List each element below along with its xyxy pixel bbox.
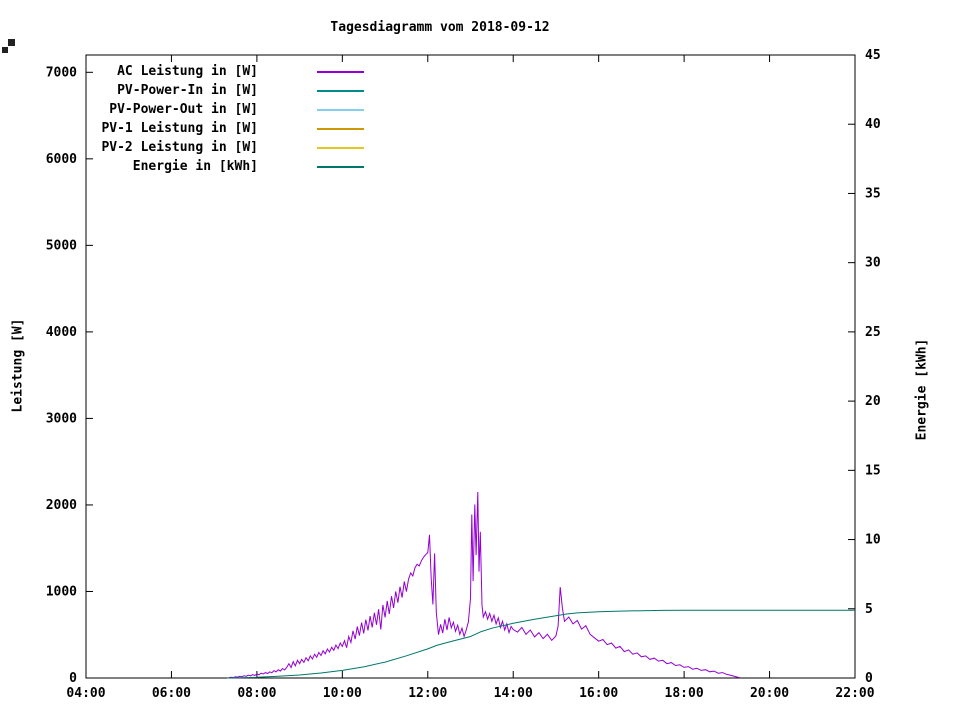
y-right-tick-label: 5 [865,602,873,617]
y-left-tick-label: 0 [69,671,77,686]
legend-item-label: AC Leistung in [W] [117,64,258,79]
legend-item-label: PV-2 Leistung in [W] [101,140,258,155]
y-right-tick-label: 40 [865,117,881,132]
x-tick-label: 06:00 [152,686,191,701]
legend-line-sample [317,165,364,168]
legend-line-sample [317,127,364,130]
legend-item: PV-Power-Out in [W] [90,100,364,119]
y-left-tick-label: 6000 [46,152,77,167]
y-left-tick-label: 1000 [46,584,77,599]
y-right-tick-label: 45 [865,48,881,63]
corner-artifact-2 [2,47,8,53]
series-line-0 [228,491,740,679]
x-tick-label: 10:00 [323,686,362,701]
chart-title: Tagesdiagramm vom 2018-09-12 [330,20,550,35]
y-right-tick-label: 25 [865,325,881,340]
legend-line-sample [317,89,364,92]
legend-item-label: PV-1 Leistung in [W] [101,121,258,136]
legend-item: PV-Power-In in [W] [90,81,364,100]
x-tick-label: 14:00 [494,686,533,701]
y-left-tick-label: 5000 [46,238,77,253]
y-right-tick-label: 30 [865,256,881,271]
legend-item: Energie in [kWh] [90,157,364,176]
legend-line-sample [317,108,364,111]
plot-border [85,54,856,679]
legend-item-label: PV-Power-Out in [W] [109,102,258,117]
y-left-tick-label: 7000 [46,65,77,80]
y-right-tick-label: 10 [865,533,881,548]
x-tick-label: 20:00 [750,686,789,701]
y-right-tick-label: 0 [865,671,873,686]
x-tick-label: 12:00 [408,686,447,701]
corner-artifact-1 [8,39,15,46]
x-tick-label: 18:00 [665,686,704,701]
y-left-tick-label: 4000 [46,325,77,340]
legend-item-label: Energie in [kWh] [132,159,258,174]
series-line-5 [226,609,855,679]
legend-item: PV-2 Leistung in [W] [90,138,364,157]
x-tick-label: 22:00 [835,686,874,701]
x-tick-label: 04:00 [66,686,105,701]
y-right-tick-label: 35 [865,186,881,201]
x-tick-label: 08:00 [237,686,276,701]
y-left-tick-label: 3000 [46,411,77,426]
y-left-tick-label: 2000 [46,498,77,513]
y-right-tick-label: 20 [865,394,881,409]
legend-item-label: PV-Power-In in [W] [117,83,258,98]
legend-line-sample [317,70,364,73]
legend-item: PV-1 Leistung in [W] [90,119,364,138]
legend-line-sample [317,146,364,149]
legend-item: AC Leistung in [W] [90,62,364,81]
legend: AC Leistung in [W] PV-Power-In in [W] PV-P… [90,62,364,176]
x-tick-label: 16:00 [579,686,618,701]
y-right-tick-label: 15 [865,463,881,478]
